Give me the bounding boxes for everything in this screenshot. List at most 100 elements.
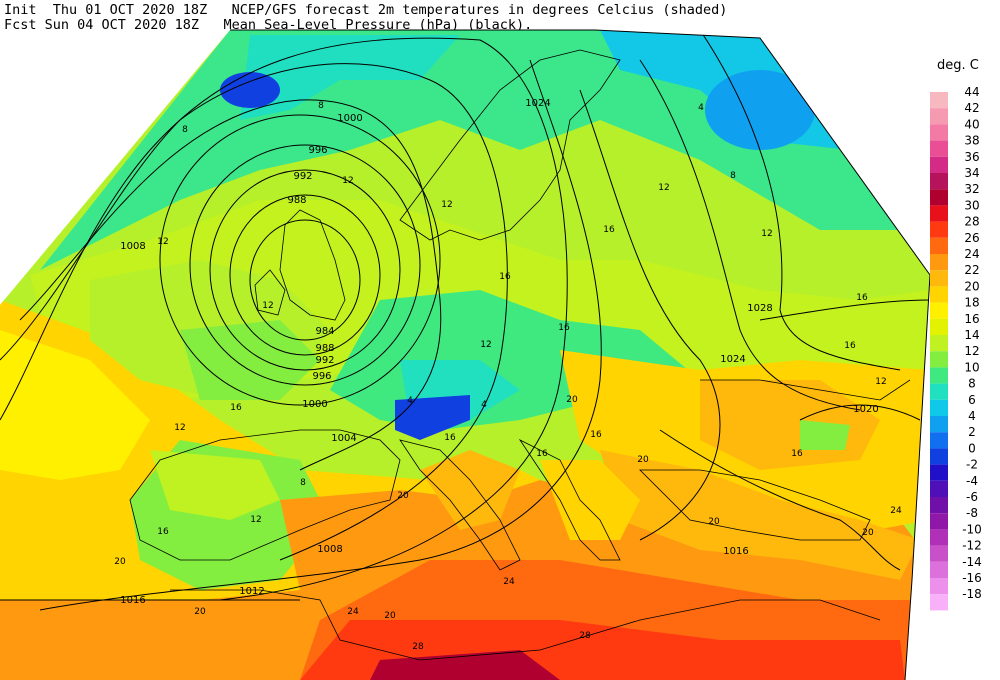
- pressure-label: 1024: [720, 354, 745, 365]
- legend-label: -6: [966, 490, 978, 504]
- legend-swatch: [930, 254, 948, 271]
- temperature-label: 16: [791, 449, 803, 459]
- pressure-label: 1016: [120, 595, 145, 606]
- legend-label: 36: [964, 150, 979, 164]
- legend-swatch: [930, 367, 948, 384]
- legend-label: 32: [964, 182, 979, 196]
- legend-swatch: [930, 383, 948, 400]
- legend-swatch: [930, 92, 948, 109]
- legend-label: 42: [964, 101, 979, 115]
- legend-label: -2: [966, 458, 978, 472]
- legend-swatch: [930, 513, 948, 530]
- legend-label: 14: [964, 328, 979, 342]
- temperature-label: 12: [441, 200, 452, 210]
- legend-label: 8: [968, 377, 976, 391]
- pressure-labels: 1000 996 992 988 984 988 992 996 1000 10…: [120, 98, 878, 606]
- legend-swatch: [930, 124, 948, 141]
- legend-label: 4: [968, 409, 976, 423]
- legend-label: 34: [964, 166, 979, 180]
- temperature-label: 12: [761, 229, 772, 239]
- legend-swatch: [930, 448, 948, 465]
- legend-swatch: [930, 189, 948, 206]
- legend-label: 0: [968, 441, 976, 455]
- temperature-label: 16: [157, 527, 169, 537]
- legend-label: -12: [962, 539, 982, 553]
- temperature-label: 24: [890, 506, 902, 516]
- legend-label: 24: [964, 247, 979, 261]
- legend-label: -4: [966, 474, 978, 488]
- legend-label: -18: [962, 587, 982, 601]
- temperature-label: 20: [194, 607, 206, 617]
- legend-label: -10: [962, 522, 982, 536]
- legend-swatch: [930, 286, 948, 303]
- legend-swatch: [930, 432, 948, 449]
- legend-swatch: [930, 578, 948, 595]
- temperature-label: 12: [658, 183, 669, 193]
- legend-label: 10: [964, 360, 979, 374]
- temperature-label: 16: [603, 225, 615, 235]
- init-header: Init Thu 01 OCT 2020 18Z NCEP/GFS foreca…: [4, 2, 728, 18]
- legend-label: 26: [964, 231, 979, 245]
- legend-title: deg. C: [937, 58, 979, 73]
- temperature-label: 20: [114, 557, 126, 567]
- pressure-label: 1024: [525, 98, 550, 109]
- temperature-label: 16: [856, 293, 868, 303]
- legend-label: 6: [968, 393, 976, 407]
- temperature-label: 8: [300, 478, 306, 488]
- legend-swatch: [930, 464, 948, 481]
- legend-label: 20: [964, 279, 979, 293]
- temperature-label: 4: [407, 396, 413, 406]
- pressure-label: 1008: [120, 241, 145, 252]
- temperature-label: 12: [174, 423, 185, 433]
- temperature-labels: 8 8 8 8 12 12 12 12 12 12 12 12 12 16 16…: [114, 101, 902, 652]
- legend-swatch: [930, 335, 948, 352]
- legend-label: 38: [964, 134, 979, 148]
- legend-label: 40: [964, 117, 979, 131]
- pressure-label: 1028: [747, 303, 772, 314]
- legend-swatch: [930, 416, 948, 433]
- temperature-label: 28: [412, 642, 424, 652]
- temperature-label: 4: [698, 103, 704, 113]
- temperature-label: 16: [444, 433, 456, 443]
- temperature-label: 28: [579, 631, 591, 641]
- legend-swatch: [930, 302, 948, 319]
- legend-swatch: [930, 594, 948, 611]
- temperature-label: 12: [157, 237, 168, 247]
- pressure-label: 984: [315, 326, 334, 337]
- temperature-label: 24: [347, 607, 359, 617]
- forecast-header: Fcst Sun 04 OCT 2020 18Z Mean Sea-Level …: [4, 17, 533, 33]
- pressure-label: 992: [293, 171, 312, 182]
- temperature-label: 16: [558, 323, 570, 333]
- temperature-label: 16: [536, 449, 548, 459]
- temperature-label: 4: [481, 400, 487, 410]
- temperature-label: 8: [318, 101, 324, 111]
- pressure-label: 1012: [239, 586, 264, 597]
- temperature-label: 20: [637, 455, 649, 465]
- temperature-label: 20: [862, 528, 874, 538]
- legend-swatch: [930, 156, 948, 173]
- legend-swatch: [930, 270, 948, 287]
- map-boundary: [230, 29, 931, 680]
- temperature-label: 12: [875, 377, 886, 387]
- pressure-label: 992: [315, 355, 334, 366]
- temperature-label: 20: [708, 517, 720, 527]
- legend-swatch: [930, 351, 948, 368]
- pressure-label: 996: [312, 371, 331, 382]
- legend-swatch: [930, 108, 948, 125]
- legend-label: -16: [962, 571, 982, 585]
- legend-swatch: [930, 318, 948, 335]
- temperature-label: 12: [342, 176, 353, 186]
- legend-swatch: [930, 399, 948, 416]
- coastlines: [129, 49, 911, 661]
- temperature-label: 8: [730, 171, 736, 181]
- pressure-label: 1020: [853, 404, 878, 415]
- temperature-label: 12: [250, 515, 261, 525]
- isobars: [0, 30, 930, 611]
- legend-swatch: [930, 497, 948, 514]
- legend-label: 30: [964, 198, 979, 212]
- legend-swatch: [930, 529, 948, 546]
- temperature-label: 20: [384, 611, 396, 621]
- legend-label: 22: [964, 263, 979, 277]
